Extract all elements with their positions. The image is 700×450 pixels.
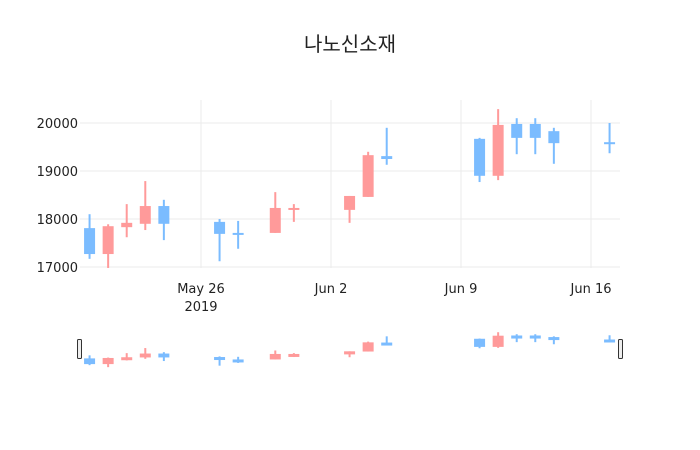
x-tick-label: Jun 9	[444, 282, 478, 297]
x-tick-sublabel: 2019	[184, 300, 217, 315]
y-tick-label: 19000	[37, 165, 78, 180]
candle[interactable]	[84, 214, 96, 259]
x-tick-label: Jun 16	[570, 282, 612, 297]
candle[interactable]	[474, 137, 486, 183]
candle[interactable]	[548, 127, 560, 164]
candle[interactable]	[511, 118, 523, 155]
range-slider-candles	[84, 332, 616, 368]
candle[interactable]	[102, 224, 114, 268]
y-tick-label: 18000	[37, 213, 78, 228]
range-slider-right-handle[interactable]	[618, 339, 623, 359]
candle[interactable]	[344, 195, 356, 223]
chart-title: 나노신소재	[304, 32, 396, 56]
range-slider[interactable]	[77, 332, 623, 368]
candle[interactable]	[288, 204, 300, 222]
candle[interactable]	[269, 192, 281, 233]
candle[interactable]	[232, 220, 244, 249]
y-tick-label: 17000	[37, 261, 78, 276]
x-tick-label: May 26	[177, 282, 225, 297]
x-tick-label: Jun 2	[314, 282, 348, 297]
candle[interactable]	[529, 118, 541, 155]
candle[interactable]	[121, 204, 133, 238]
y-tick-label: 20000	[37, 117, 78, 132]
candle[interactable]	[214, 219, 226, 262]
candle[interactable]	[158, 199, 170, 241]
x-axis: May 26 2019 Jun 2 Jun 9 Jun 16	[177, 282, 611, 315]
candle[interactable]	[492, 109, 504, 181]
candle[interactable]	[139, 181, 151, 231]
range-slider-left-handle[interactable]	[77, 339, 82, 359]
candles[interactable]	[84, 109, 616, 268]
candle[interactable]	[381, 127, 393, 165]
y-axis: 17000 18000 19000 20000	[37, 117, 78, 276]
candle[interactable]	[362, 151, 374, 197]
candle[interactable]	[604, 123, 616, 154]
